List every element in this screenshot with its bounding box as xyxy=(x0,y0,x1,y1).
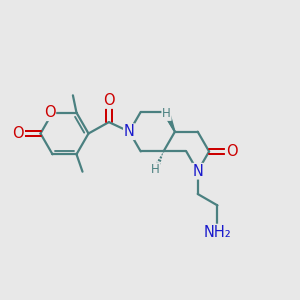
Text: N: N xyxy=(124,124,135,139)
Text: O: O xyxy=(103,93,115,108)
Text: O: O xyxy=(13,126,24,141)
Text: O: O xyxy=(44,105,55,120)
Text: O: O xyxy=(226,144,237,159)
Text: N: N xyxy=(192,164,203,179)
Text: H: H xyxy=(162,107,171,120)
Polygon shape xyxy=(166,116,175,132)
Text: NH₂: NH₂ xyxy=(204,225,231,240)
Text: H: H xyxy=(151,163,160,176)
